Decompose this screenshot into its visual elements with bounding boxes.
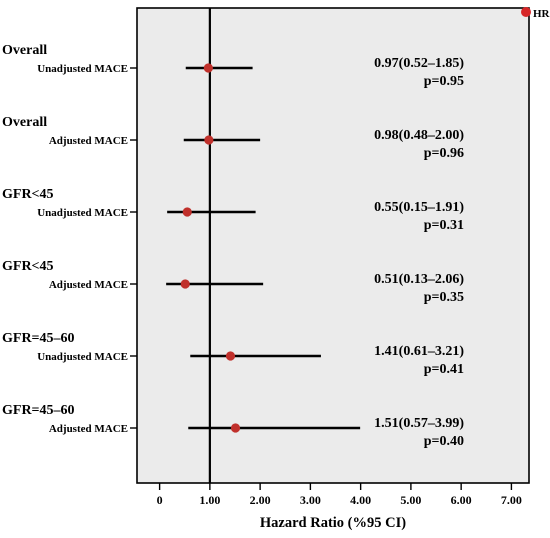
group-label: GFR=45–60 <box>2 403 75 418</box>
row-label: Adjusted MACE <box>49 135 128 147</box>
p-value-text: p=0.96 <box>424 146 464 161</box>
p-value-text: p=0.41 <box>424 362 464 377</box>
hr-point <box>180 279 190 289</box>
group-label: Overall <box>2 43 47 58</box>
hr-ci-text: 0.55(0.15–1.91) <box>374 200 464 215</box>
group-label: GFR<45 <box>2 259 54 274</box>
row-label: Unadjusted MACE <box>37 63 128 75</box>
x-tick-label: 2.00 <box>250 493 271 507</box>
x-tick-label: 4.00 <box>350 493 371 507</box>
row-label: Unadjusted MACE <box>37 207 128 219</box>
x-tick-label: 1.00 <box>199 493 220 507</box>
x-tick-label: 7.00 <box>501 493 522 507</box>
row-label: Adjusted MACE <box>49 279 128 291</box>
group-label: Overall <box>2 115 47 130</box>
legend-marker <box>521 7 531 17</box>
p-value-text: p=0.95 <box>424 74 464 89</box>
x-tick-label: 0 <box>157 493 163 507</box>
p-value-text: p=0.35 <box>424 290 464 305</box>
hr-point <box>230 423 241 433</box>
group-label: GFR=45–60 <box>2 331 75 346</box>
group-label: GFR<45 <box>2 187 54 202</box>
row-label: Unadjusted MACE <box>37 351 128 363</box>
x-tick-label: 5.00 <box>400 493 421 507</box>
hr-point <box>225 351 236 361</box>
hr-ci-text: 0.51(0.13–2.06) <box>374 272 464 287</box>
hr-ci-text: 0.97(0.52–1.85) <box>374 56 464 71</box>
legend-label: HR <box>533 8 550 20</box>
p-value-text: p=0.31 <box>424 218 464 233</box>
hr-point <box>203 63 213 73</box>
hr-point <box>182 207 192 217</box>
plot-area <box>136 7 530 484</box>
hr-ci-text: 0.98(0.48–2.00) <box>374 128 464 143</box>
row-label: Adjusted MACE <box>49 423 128 435</box>
hr-ci-text: 1.51(0.57–3.99) <box>374 416 464 431</box>
x-tick-label: 6.00 <box>451 493 472 507</box>
x-axis-title: Hazard Ratio (%95 CI) <box>260 515 406 531</box>
x-tick-label: 3.00 <box>300 493 321 507</box>
hr-ci-text: 1.41(0.61–3.21) <box>374 344 464 359</box>
p-value-text: p=0.40 <box>424 434 464 449</box>
hr-point <box>204 135 214 145</box>
